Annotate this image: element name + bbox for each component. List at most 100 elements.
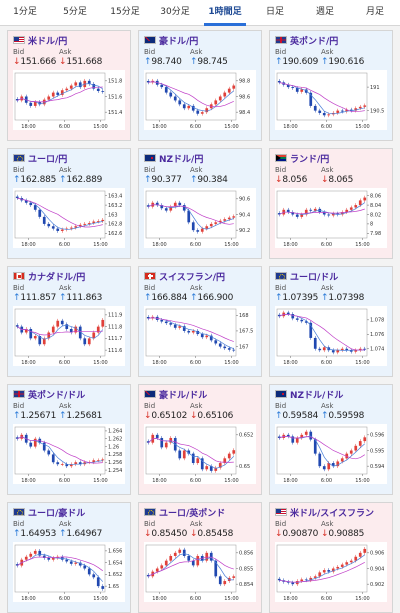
currency-pair-link[interactable]: ランド/円 bbox=[290, 154, 330, 165]
candle-body bbox=[205, 226, 209, 229]
y-tick-label: 1.26 bbox=[108, 444, 119, 450]
currency-pair-link[interactable]: カナダドル/円 bbox=[28, 272, 86, 283]
currency-pair-link[interactable]: NZドル/ドル bbox=[290, 390, 344, 401]
candle-body bbox=[327, 570, 331, 572]
tab-4[interactable]: 1時間足 bbox=[200, 0, 250, 26]
candle-body bbox=[87, 338, 91, 345]
rate-card[interactable]: ユーロ/円 Bid Ask ↑162.885 ↑162.889 163.4 163.2 163… bbox=[7, 148, 131, 259]
currency-pair-link[interactable]: 米ドル/スイスフラン bbox=[290, 508, 375, 519]
candle-body bbox=[65, 88, 69, 91]
candle-body bbox=[42, 442, 46, 451]
x-tick-label: 18:00 bbox=[21, 478, 35, 484]
x-tick-label: 15:00 bbox=[355, 596, 369, 602]
tab-2[interactable]: 15分足 bbox=[110, 7, 140, 17]
rate-card[interactable]: 米ドル/円 Bid Ask ↓151.666 ↓151.668 151.8 151.6 151… bbox=[7, 30, 131, 141]
candle-body bbox=[223, 219, 227, 221]
candle-body bbox=[309, 577, 313, 581]
rate-card[interactable]: ユーロ/英ポンド Bid Ask ↓0.85450 ↓0.85458 0.856 0.855… bbox=[138, 502, 262, 613]
currency-pair-link[interactable]: 英ポンド/円 bbox=[290, 36, 339, 47]
candle-body bbox=[214, 467, 218, 471]
candle-body bbox=[78, 562, 82, 566]
mini-chart[interactable]: 1.656 1.654 1.652 1.65 18:00 6:00 15:00 bbox=[13, 542, 125, 602]
candle-body bbox=[15, 325, 19, 327]
mini-chart[interactable]: 0.906 0.904 0.902 18:00 6:00 15:00 bbox=[275, 542, 387, 602]
rate-card[interactable]: 豪ドル/ドル Bid Ask ↓0.65102 ↓0.65106 0.652 0.65 18:… bbox=[138, 384, 262, 495]
candle-body bbox=[15, 196, 19, 199]
rate-card[interactable]: NZドル/ドル Bid Ask ↑0.59584 ↑0.59598 0.596 0.595 0… bbox=[269, 384, 393, 495]
mini-chart[interactable]: 90.6 90.4 90.2 18:00 6:00 15:00 bbox=[144, 188, 256, 248]
y-tick-label: 0.854 bbox=[239, 582, 253, 588]
candle-body bbox=[164, 442, 168, 448]
currency-pair-link[interactable]: ユーロ/円 bbox=[28, 154, 68, 165]
mini-chart[interactable]: 151.8 151.6 151.4 18:00 6:00 15:00 bbox=[13, 70, 125, 130]
mini-chart[interactable]: 0.596 0.595 0.594 18:00 6:00 15:00 bbox=[275, 424, 387, 484]
mini-chart[interactable]: 1.078 1.076 1.074 18:00 6:00 15:00 bbox=[275, 306, 387, 366]
candle-body bbox=[336, 350, 340, 353]
currency-pair-link[interactable]: 英ポンド/ドル bbox=[28, 390, 86, 401]
tab-6[interactable]: 週足 bbox=[315, 7, 334, 17]
y-tick-label: 0.855 bbox=[239, 566, 253, 572]
rate-card[interactable]: 英ポンド/円 Bid Ask ↑190.609 ↑190.616 191 190.5 18:0… bbox=[269, 30, 393, 141]
tab-0[interactable]: 1分足 bbox=[13, 7, 37, 17]
mini-chart[interactable]: 0.856 0.855 0.854 18:00 6:00 15:00 bbox=[144, 542, 256, 602]
candle-body bbox=[51, 226, 55, 229]
candle-body bbox=[363, 548, 367, 553]
rate-card[interactable]: スイスフラン/円 Bid Ask ↑166.884 ↑166.900 168 167.5 16… bbox=[138, 266, 262, 377]
mini-chart[interactable]: 168 167.5 167 18:00 6:00 15:00 bbox=[144, 306, 256, 366]
au-flag-icon bbox=[144, 390, 156, 398]
tab-7[interactable]: 月足 bbox=[365, 7, 384, 17]
mini-chart[interactable]: 111.9 111.8 111.7 111.6 18:00 6:00 15:00 bbox=[13, 306, 125, 366]
tab-1[interactable]: 5分足 bbox=[63, 7, 87, 17]
rate-card[interactable]: 豪ドル/円 Bid Ask ↑98.740 ↑98.745 98.8 98.6 98.4 18:… bbox=[138, 30, 262, 141]
bid-value: ↑1.64953 bbox=[13, 529, 57, 539]
plot-area bbox=[276, 190, 368, 239]
rate-card[interactable]: カナダドル/円 Bid Ask ↑111.857 ↑111.863 111.9 111.8 1… bbox=[7, 266, 131, 377]
tab-5[interactable]: 日足 bbox=[265, 7, 284, 17]
card-header: 米ドル/スイスフラン bbox=[275, 506, 387, 519]
candle-body bbox=[286, 84, 290, 88]
candle-body bbox=[65, 324, 69, 329]
x-tick-label: 18:00 bbox=[283, 360, 297, 366]
candle-body bbox=[354, 445, 358, 451]
currency-pair-link[interactable]: ユーロ/英ポンド bbox=[159, 508, 226, 519]
candle-body bbox=[173, 552, 177, 556]
rate-card[interactable]: ランド/円 Bid Ask ↓8.056 ↓8.065 8.06 8.04 8.02 8 7.98… bbox=[269, 148, 393, 259]
candle-body bbox=[83, 338, 87, 345]
x-tick-label: 15:00 bbox=[224, 596, 238, 602]
mini-chart[interactable]: 98.8 98.6 98.4 18:00 6:00 15:00 bbox=[144, 70, 256, 130]
candle-body bbox=[196, 458, 200, 464]
arrow-up-icon: ↑ bbox=[190, 57, 198, 67]
mini-chart[interactable]: 191 190.5 18:00 6:00 15:00 bbox=[275, 70, 387, 130]
arrow-down-icon: ↓ bbox=[59, 57, 67, 67]
rate-card[interactable]: ユーロ/豪ドル Bid Ask ↑1.64953 ↑1.64967 1.656 1.654 1… bbox=[7, 502, 131, 613]
currency-pair-link[interactable]: 豪ドル/ドル bbox=[159, 390, 208, 401]
currency-pair-link[interactable]: 豪ドル/円 bbox=[159, 36, 199, 47]
x-tick-label: 6:00 bbox=[321, 360, 332, 366]
ask-value: ↑98.745 bbox=[190, 57, 228, 67]
x-tick-label: 15:00 bbox=[224, 242, 238, 248]
rate-card[interactable]: 英ポンド/ドル Bid Ask ↑1.25671 ↑1.25681 1.264 1.262 1… bbox=[7, 384, 131, 495]
candle-body bbox=[205, 335, 209, 338]
candle-body bbox=[340, 458, 344, 462]
candle-body bbox=[304, 431, 308, 435]
candle-body bbox=[74, 226, 78, 228]
candle-body bbox=[160, 437, 164, 448]
au-flag-icon bbox=[144, 36, 156, 44]
candle-body bbox=[349, 450, 353, 454]
currency-pair-link[interactable]: ユーロ/ドル bbox=[290, 272, 339, 283]
y-tick-label: 111.6 bbox=[108, 348, 122, 354]
rate-card[interactable]: ユーロ/ドル Bid Ask ↑1.07395 ↑1.07398 1.078 1.076 1.… bbox=[269, 266, 393, 377]
rate-card[interactable]: 米ドル/スイスフラン Bid Ask ↓0.90870 ↓0.90885 0.906 0.9… bbox=[269, 502, 393, 613]
mini-chart[interactable]: 163.4 163.2 163 162.8 162.6 18:00 6:00 15:00 bbox=[13, 188, 125, 248]
currency-pair-link[interactable]: スイスフラン/円 bbox=[159, 272, 226, 283]
currency-pair-link[interactable]: 米ドル/円 bbox=[28, 36, 68, 47]
mini-chart[interactable]: 8.06 8.04 8.02 8 7.98 18:00 6:00 15:00 bbox=[275, 188, 387, 248]
mini-chart[interactable]: 0.652 0.65 18:00 6:00 15:00 bbox=[144, 424, 256, 484]
rate-card[interactable]: NZドル/円 Bid Ask ↑90.377 ↑90.384 90.6 90.4 90.2 18… bbox=[138, 148, 262, 259]
candle-body bbox=[96, 577, 100, 587]
tab-3[interactable]: 30分足 bbox=[160, 7, 190, 17]
currency-pair-link[interactable]: ユーロ/豪ドル bbox=[28, 508, 86, 519]
currency-pair-link[interactable]: NZドル/円 bbox=[159, 154, 204, 165]
bid-label: Bid bbox=[13, 520, 25, 528]
